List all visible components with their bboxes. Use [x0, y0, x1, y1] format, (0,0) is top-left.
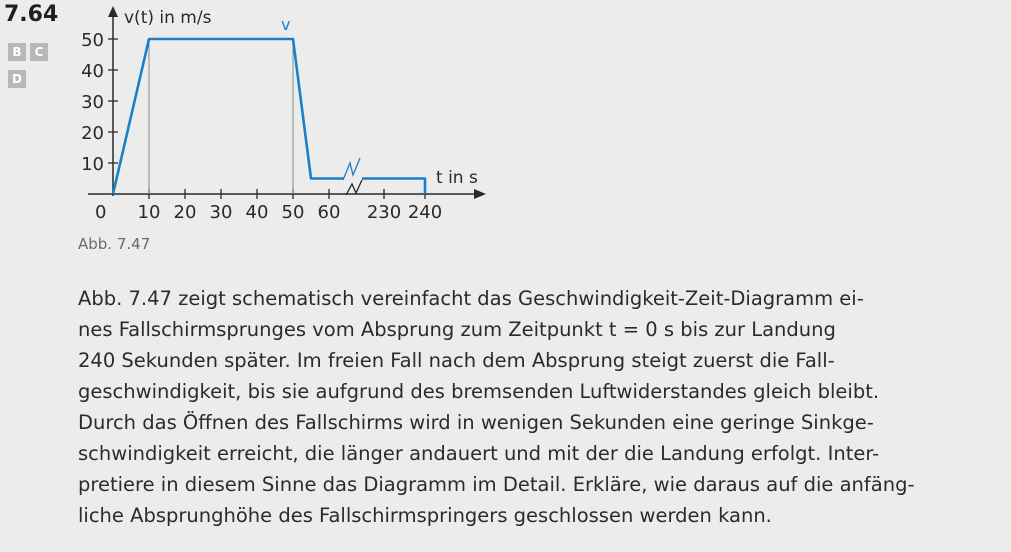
level-badge-d: D [8, 70, 26, 88]
text-line: pretiere in diesem Sinne das Diagramm im… [78, 473, 915, 496]
task-number: 7.64 [4, 2, 59, 27]
figure-caption: Abb. 7.47 [78, 235, 151, 253]
series-label: v [281, 15, 290, 34]
y-tick-label-40: 40 [81, 61, 104, 82]
series-line-v [111, 37, 427, 195]
text-line: Abb. 7.47 zeigt schematisch vereinfacht … [78, 287, 864, 310]
y-tick-label-10: 10 [81, 154, 104, 175]
x-tick-label-10: 10 [138, 202, 161, 223]
y-tick-label-30: 30 [81, 92, 104, 113]
velocity-time-chart: 10 20 30 40 50 10 20 30 40 50 60 230 240 v v(t) in … [81, 6, 486, 223]
text-line: geschwindigkeit, bis sie aufgrund des br… [78, 380, 880, 403]
y-axis-label: v(t) in m/s [124, 8, 212, 28]
text-line: Durch das Öffnen des Fallschirms wird in… [78, 411, 874, 434]
x-tick-label-30: 30 [210, 202, 233, 223]
level-badge-c: C [30, 43, 48, 61]
x-axis-label: t in s [436, 168, 478, 188]
x-axis-arrow [474, 189, 486, 199]
x-tick-label-50: 50 [282, 202, 305, 223]
x-tick-label-40: 40 [246, 202, 269, 223]
x-tick-label-240: 240 [408, 202, 442, 223]
x-tick-label-230: 230 [367, 202, 401, 223]
x-tick-label-60: 60 [318, 202, 341, 223]
text-line: 240 Sekunden später. Im freien Fall nach… [78, 349, 835, 372]
axis-break-bottom [345, 179, 363, 196]
x-tick-label-20: 20 [174, 202, 197, 223]
y-tick-label-50: 50 [81, 30, 104, 51]
y-axis-arrow [108, 6, 118, 17]
origin-label: 0 [95, 202, 106, 223]
exercise-text: Abb. 7.47 zeigt schematisch vereinfacht … [78, 283, 1008, 531]
text-line: schwindigkeit erreicht, die länger andau… [78, 442, 880, 465]
y-tick-label-20: 20 [81, 123, 104, 144]
axis-break-top [342, 157, 361, 181]
text-line: nes Fallschirmsprunges vom Absprung zum … [78, 318, 836, 341]
text-line: liche Absprunghöhe des Fallschirmspringe… [78, 504, 772, 527]
level-badge-b: B [8, 43, 26, 61]
